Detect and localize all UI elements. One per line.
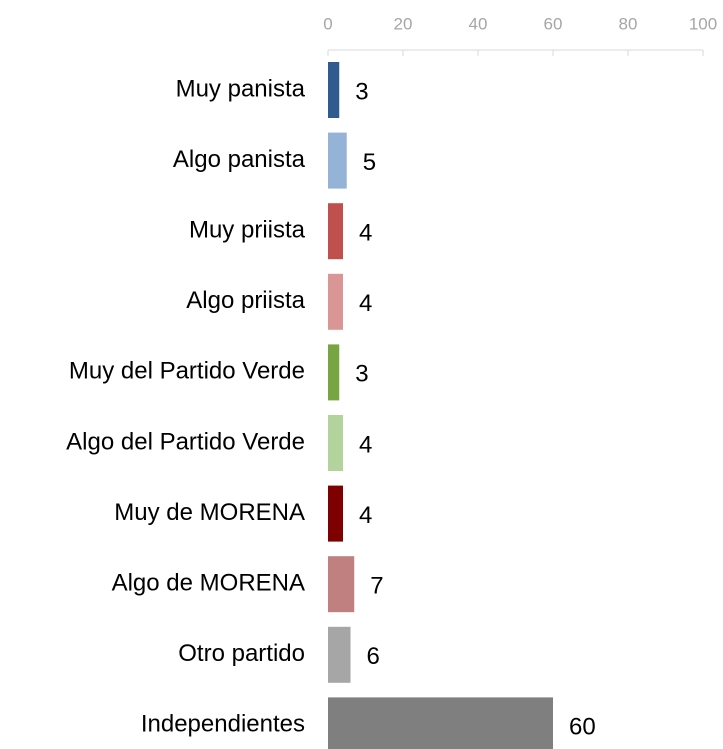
data-label: 4 [359, 431, 372, 458]
data-label: 7 [370, 573, 383, 600]
category-label: Muy panista [176, 75, 306, 102]
bar [328, 62, 340, 118]
bar [328, 485, 343, 542]
x-tick-label: 20 [394, 14, 413, 33]
bar [328, 697, 553, 749]
data-label: 5 [363, 149, 376, 176]
data-label: 3 [355, 361, 368, 388]
category-label: Algo panista [173, 146, 306, 173]
category-label: Algo del Partido Verde [66, 428, 305, 455]
category-label: Muy del Partido Verde [69, 358, 305, 385]
data-label: 6 [367, 643, 380, 670]
bar [328, 415, 343, 471]
category-label: Otro partido [178, 640, 305, 667]
data-label: 3 [355, 78, 368, 105]
category-label: Muy priista [189, 217, 306, 244]
data-label: 4 [359, 220, 372, 247]
bar [328, 203, 343, 260]
bar [328, 273, 343, 330]
x-tick-label: 60 [544, 14, 563, 33]
bar [328, 556, 355, 613]
x-tick-label: 40 [469, 14, 488, 33]
bar [328, 344, 340, 401]
category-label: Algo de MORENA [112, 570, 305, 597]
x-tick-label: 100 [689, 14, 717, 33]
x-tick-label: 0 [323, 14, 332, 33]
bar [328, 626, 351, 683]
category-label: Algo priista [186, 287, 305, 314]
category-label: Independientes [141, 711, 305, 738]
x-tick-label: 80 [619, 14, 638, 33]
data-label: 4 [359, 502, 372, 529]
bar [328, 132, 347, 189]
category-label: Muy de MORENA [114, 499, 305, 526]
data-label: 60 [569, 714, 596, 741]
data-label: 4 [359, 290, 372, 317]
